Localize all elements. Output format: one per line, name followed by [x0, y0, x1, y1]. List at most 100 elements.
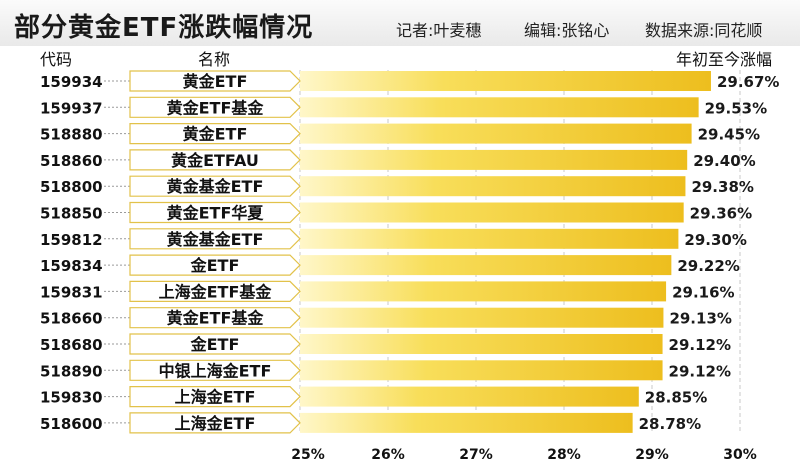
fund-code: 159934	[40, 73, 103, 91]
bar-row: 518850 黄金ETF华夏 29.36%	[40, 201, 752, 224]
fund-code: 159831	[40, 283, 103, 301]
fund-name: 黄金基金ETF	[167, 177, 264, 196]
bar-row: 159834 金ETF 29.22%	[40, 254, 740, 276]
header-band: 部分黄金ETF涨跌幅情况 记者:叶麦穗 编辑:张铭心 数据来源:同花顺	[0, 0, 800, 46]
bar-row: 159934 黄金ETF 29.67%	[40, 70, 779, 92]
bar	[300, 334, 663, 354]
code-column-header: 代码	[40, 50, 73, 69]
bar	[300, 176, 686, 197]
x-tick-label: 30%	[723, 447, 757, 463]
fund-code: 518800	[40, 178, 103, 196]
name-tag	[129, 333, 301, 355]
bar-row: 518880 黄金ETF 29.45%	[40, 122, 760, 145]
bar-row: 518860 黄金ETFAU 29.40%	[40, 149, 756, 171]
fund-code: 159937	[40, 99, 103, 117]
bar-value-label: 29.22%	[677, 257, 739, 275]
bar-value-label: 28.85%	[645, 389, 707, 407]
bar-value-label: 29.45%	[698, 126, 760, 144]
bar	[300, 386, 639, 407]
x-tick-label: 29%	[635, 447, 669, 463]
bar	[300, 202, 684, 223]
bar-value-label: 29.12%	[669, 362, 731, 380]
bar	[300, 97, 699, 118]
name-tag	[129, 228, 301, 250]
fund-code: 159830	[40, 389, 103, 407]
x-tick-label: 25%	[291, 447, 325, 463]
name-tag	[129, 70, 301, 92]
x-tick-label: 27%	[459, 447, 493, 463]
fund-code: 518860	[40, 152, 103, 170]
x-axis-ticks: 25% 26% 27% 28% 29% 30%	[291, 447, 757, 463]
bar	[300, 149, 688, 170]
name-tag	[129, 201, 301, 224]
bar-value-label: 29.67%	[717, 73, 779, 91]
bar-value-label: 29.12%	[669, 336, 731, 354]
fund-name: 黄金ETF基金	[167, 98, 265, 117]
bar-row: 159812 黄金基金ETF 29.30%	[40, 228, 747, 250]
fund-name: 金ETF	[190, 335, 240, 354]
chart-title: 部分黄金ETF涨跌幅情况	[14, 13, 314, 43]
bar-value-label: 29.16%	[672, 283, 734, 301]
fund-name: 上海金ETF基金	[159, 282, 273, 301]
bar-value-label: 29.53%	[705, 99, 767, 117]
fund-code: 518880	[40, 126, 103, 144]
name-tag	[129, 307, 301, 329]
name-column-header: 名称	[198, 50, 231, 69]
name-tag	[129, 386, 301, 408]
bar-row: 159831 上海金ETF基金 29.16%	[40, 280, 735, 302]
fund-name: 黄金基金ETF	[167, 230, 264, 249]
bar-value-label: 29.36%	[690, 205, 752, 223]
bar-value-label: 29.30%	[684, 231, 746, 249]
fund-name: 上海金ETF	[175, 388, 256, 407]
reporter-credit: 记者:叶麦穗	[396, 21, 482, 40]
bar	[300, 281, 667, 302]
name-tag	[129, 175, 301, 197]
bar-value-label: 29.13%	[669, 310, 731, 328]
bar-value-label: 29.40%	[693, 152, 755, 170]
name-tag	[129, 412, 301, 434]
bar-row: 518890 中银上海金ETF 29.12%	[40, 359, 731, 381]
name-tag	[129, 359, 301, 381]
bars: 159934 黄金ETF 29.67% 159937 黄金ETF基金 29.53% 5188…	[40, 70, 779, 434]
bar	[300, 360, 663, 381]
bar	[300, 412, 633, 433]
fund-name: 黄金ETF	[183, 125, 248, 144]
fund-name: 中银上海金ETF	[159, 361, 272, 380]
bar	[300, 307, 664, 328]
bar-value-label: 29.38%	[691, 178, 753, 196]
bar-row: 159937 黄金ETF基金 29.53%	[40, 96, 767, 118]
name-tag	[129, 254, 301, 276]
x-tick-label: 26%	[371, 447, 405, 463]
fund-code: 518680	[40, 336, 103, 354]
fund-code: 518850	[40, 205, 103, 223]
fund-name: 上海金ETF	[175, 414, 256, 433]
editor-credit: 编辑:张铭心	[524, 21, 610, 40]
bar-row: 159830 上海金ETF 28.85%	[40, 386, 707, 408]
fund-name: 黄金ETFAU	[171, 151, 259, 170]
fund-code: 518660	[40, 310, 103, 328]
bar	[300, 123, 692, 144]
x-tick-label: 28%	[547, 447, 581, 463]
name-tag	[129, 280, 301, 302]
fund-code: 159812	[40, 231, 103, 249]
fund-code: 518600	[40, 415, 103, 433]
fund-code: 518890	[40, 362, 103, 380]
bar-value-label: 28.78%	[639, 415, 701, 433]
name-tag	[129, 122, 301, 145]
data-source: 数据来源:同花顺	[645, 21, 763, 40]
fund-name: 黄金ETF华夏	[167, 204, 265, 223]
bar-row: 518680 金ETF 29.12%	[40, 333, 731, 355]
name-tag	[129, 96, 301, 118]
fund-name: 金ETF	[190, 256, 240, 275]
bar-row: 518600 上海金ETF 28.78%	[40, 412, 701, 434]
bar	[300, 255, 672, 276]
change-column-header: 年初至今涨幅	[676, 50, 773, 69]
bar	[300, 71, 711, 91]
bar-row: 518660 黄金ETF基金 29.13%	[40, 307, 732, 329]
bar-row: 518800 黄金基金ETF 29.38%	[40, 175, 754, 197]
fund-code: 159834	[40, 257, 103, 275]
name-tag	[129, 149, 301, 171]
fund-name: 黄金ETF	[183, 72, 248, 91]
